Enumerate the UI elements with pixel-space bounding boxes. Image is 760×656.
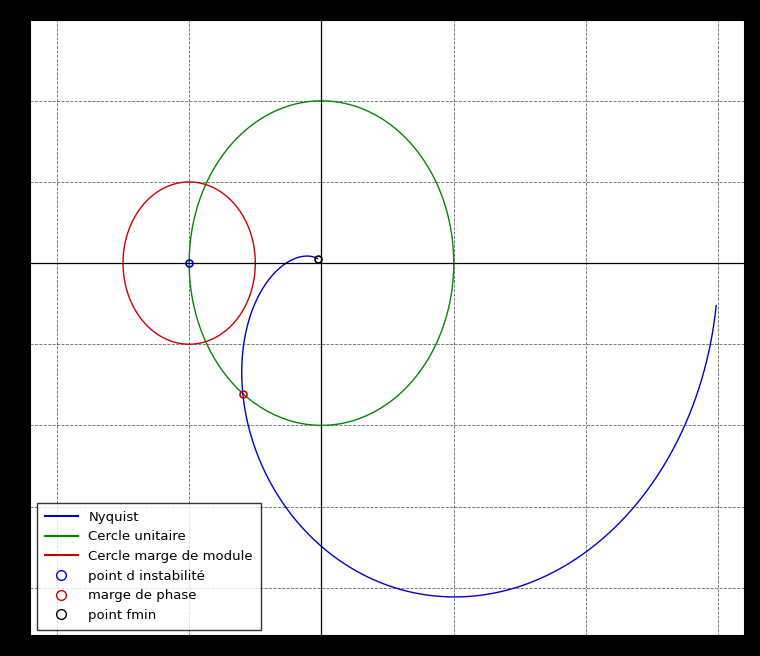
- Legend: Nyquist, Cercle unitaire, Cercle marge de module, point d instabilité, marge de : Nyquist, Cercle unitaire, Cercle marge d…: [37, 503, 261, 630]
